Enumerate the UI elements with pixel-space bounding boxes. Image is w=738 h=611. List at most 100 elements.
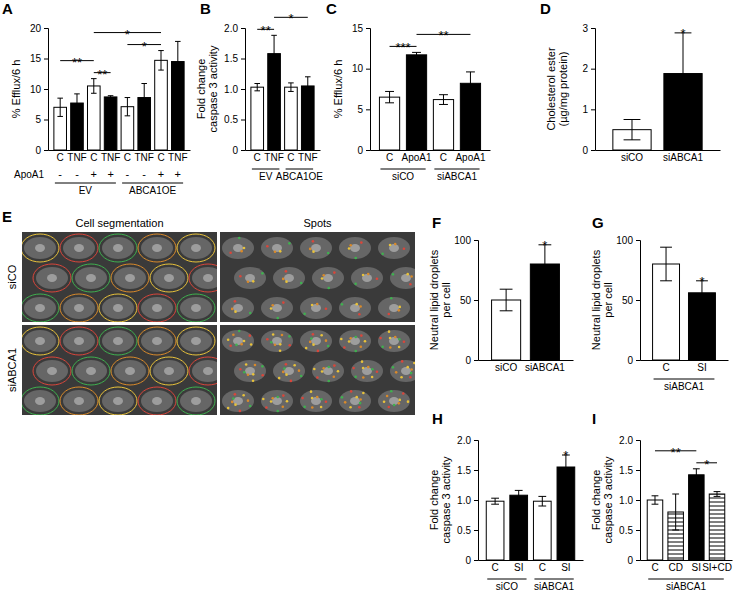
significance: ** (97, 67, 107, 82)
spot (247, 280, 250, 283)
tick: C (651, 562, 658, 573)
nucleus (245, 274, 255, 282)
tick-mark (44, 150, 48, 151)
spot (278, 377, 281, 380)
tick-label: 3 (582, 23, 588, 34)
group-line (286, 169, 313, 170)
spot (274, 343, 277, 346)
y-axis-title: % Efflux/6 h (332, 60, 344, 119)
bar (709, 494, 725, 560)
tick-mark (591, 109, 595, 110)
error-bar-cap (500, 310, 513, 311)
cell (378, 297, 410, 319)
spot (348, 247, 351, 250)
cell (378, 330, 410, 352)
tick-label: ApoA1 (402, 152, 432, 163)
spot (360, 345, 363, 348)
tick-mark (636, 560, 640, 561)
segmentation-outline (138, 294, 176, 322)
error-bar-stem (495, 498, 496, 504)
error-bar-stem (683, 33, 684, 114)
error-bar-stem (60, 98, 61, 116)
tick: siABCA1 (663, 152, 703, 163)
spot (232, 333, 235, 336)
nucleus (191, 397, 201, 405)
plot-area (486, 455, 574, 560)
y-axis: 050100 (454, 235, 478, 366)
spot (392, 273, 395, 276)
group-line (487, 579, 526, 580)
nucleus (284, 274, 294, 282)
tick-label: C (491, 562, 498, 573)
spot (390, 390, 393, 393)
spot (239, 410, 242, 413)
spot (410, 368, 413, 371)
error-bar (515, 490, 523, 500)
error-bar-cap (672, 530, 679, 531)
segmentation-outline (99, 327, 137, 355)
nucleus (191, 337, 201, 345)
error-bar-stem (631, 120, 632, 140)
spot (376, 371, 379, 374)
panel: 00.51.01.52.0CSICSIFold changecaspase 3 … (428, 435, 584, 592)
error-bar-stem (542, 496, 543, 506)
nucleus (311, 244, 321, 252)
spot (285, 363, 288, 366)
tick-label: C (254, 152, 261, 163)
nucleus (152, 397, 162, 405)
spot (240, 343, 243, 346)
bar (251, 87, 264, 150)
tick: SI (514, 562, 523, 573)
group-label: siABCA1 (534, 581, 574, 592)
micrograph (22, 232, 217, 322)
tick: C (386, 152, 393, 163)
tick: 15 (352, 23, 370, 34)
cell (102, 297, 134, 319)
spot (320, 398, 323, 401)
spot (359, 402, 362, 405)
y-axis-title: Neutral lipid droplets (590, 249, 602, 350)
panel-letter: B (200, 0, 211, 17)
spot (333, 364, 336, 367)
spot (229, 344, 232, 347)
cell (378, 390, 410, 412)
error-bar-cap (538, 283, 551, 284)
spot (325, 401, 328, 404)
spot (354, 350, 357, 353)
spot (367, 273, 370, 276)
cell (180, 297, 212, 319)
spot (282, 394, 285, 397)
tick: TNF (101, 152, 120, 163)
spot (300, 282, 303, 285)
spot (327, 287, 330, 290)
bar (533, 501, 551, 560)
spot (403, 248, 406, 251)
tick-label: 2.0 (619, 435, 633, 446)
plot-area (653, 247, 716, 360)
tick-mark (44, 120, 48, 121)
cell (339, 330, 371, 352)
tick-label: C (287, 152, 294, 163)
tick-label: SI (561, 562, 570, 573)
spot (261, 365, 264, 368)
spot (234, 300, 237, 303)
axis-line (479, 360, 574, 361)
spot (309, 341, 312, 344)
nucleus (113, 304, 123, 312)
segmentation-outline (72, 264, 110, 292)
x-axis: CTNFCTNF (246, 151, 321, 164)
spot (354, 257, 357, 260)
cell (300, 297, 332, 319)
error-bar-cap (254, 83, 260, 84)
segmentation-outline (138, 234, 176, 262)
spot (394, 243, 397, 246)
spot (337, 370, 340, 373)
spot (350, 390, 353, 393)
error-bar-cap (412, 52, 421, 53)
cell (63, 390, 95, 412)
cell (102, 330, 134, 352)
cell (300, 390, 332, 412)
spot (282, 405, 285, 408)
tick: 0 (582, 145, 595, 156)
tick-mark (591, 28, 595, 29)
